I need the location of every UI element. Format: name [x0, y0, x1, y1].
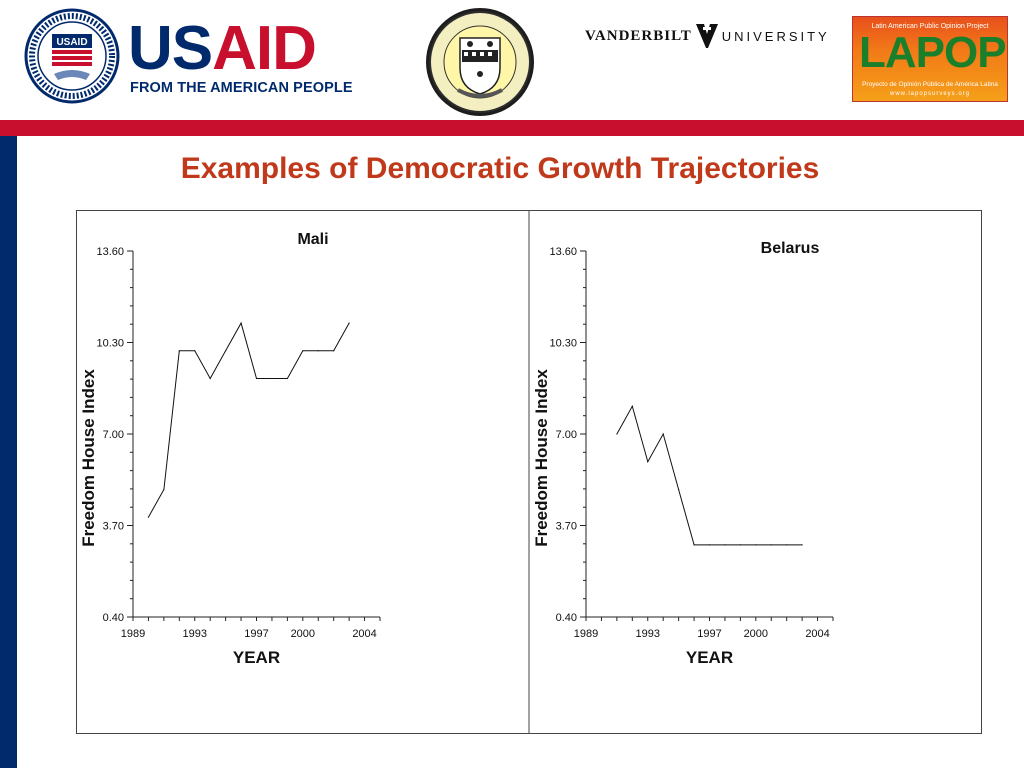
chart-0-data-point [255, 377, 258, 380]
chart-0-x-tick-label: 1993 [183, 628, 207, 640]
chart-0-y-tick-label: 13.60 [96, 246, 124, 258]
chart-1-data-point [770, 544, 772, 546]
chart-0-x-tick-label: 2004 [352, 628, 376, 640]
red-divider-bar [0, 120, 1024, 136]
chart-0-data-point [209, 377, 211, 380]
chart-0-data-point [240, 322, 242, 324]
chart-1-x-tick-label: 1997 [697, 628, 721, 640]
chart-panel-mali: Mali 0.40 3.70 7.00 10.30 13.60 1989 1993 1997 20… [79, 231, 381, 667]
vanderbilt-word-left: VANDERBILT [585, 27, 692, 44]
chart-1-x-tick-label: 1993 [636, 628, 660, 640]
chart-1-y-tick-label: 7.00 [556, 429, 577, 441]
chart-0-y-tick-label: 7.00 [103, 429, 124, 441]
chart-1-y-tick-label: 0.40 [556, 612, 577, 624]
chart-0-data-point [333, 350, 335, 352]
chart-1-data-point [724, 544, 726, 546]
chart-1-data-point [739, 544, 741, 546]
charts-frame: Mali 0.40 3.70 7.00 10.30 13.60 1989 1993 1997 20… [76, 210, 982, 734]
chart-0-data-point [225, 350, 227, 352]
chart-0-data-point [286, 377, 288, 380]
usaid-wordmark: USAID [128, 18, 317, 80]
usaid-word-us: US [128, 14, 213, 83]
chart-1-data-point [693, 544, 695, 546]
usaid-seal-icon: USAID [24, 8, 120, 104]
lapop-logo: Latin American Public Opinion Project LA… [852, 16, 1008, 102]
chart-1-x-axis-label: YEAR [686, 648, 733, 667]
chart-0-x-tick-label: 1989 [121, 628, 145, 640]
chart-0-y-tick-label: 0.40 [103, 612, 124, 624]
chart-0-x-tick-label: 2000 [291, 628, 315, 640]
chart-0-data-point [147, 516, 150, 518]
chart-0-data-point [271, 377, 273, 380]
chart-0-data-point [194, 350, 196, 352]
lapop-url: www.lapopsurveys.org [889, 91, 971, 97]
chart-0-y-axis-label: Freedom House Index [79, 369, 98, 547]
chart-0-data-point [302, 350, 304, 352]
chart-1-data-point [801, 544, 803, 546]
lapop-top-text: Latin American Public Opinion Project [871, 23, 989, 30]
chart-1-data-point [631, 405, 633, 407]
chart-1-y-tick-label: 13.60 [549, 246, 577, 258]
chart-0-data-point [163, 488, 165, 491]
chart-0-data-point [348, 322, 350, 324]
chart-1-data-point [662, 433, 664, 435]
vanderbilt-logo: VANDERBILT UNIVERSITY [585, 24, 830, 48]
chart-1-x-tick-label: 2000 [744, 628, 768, 640]
chart-0-x-axis-label: YEAR [233, 648, 280, 667]
chart-1-data-point [708, 544, 711, 546]
pitt-seal-icon [426, 8, 534, 116]
chart-1-y-tick-label: 10.30 [549, 338, 577, 350]
chart-1-data-point [678, 488, 680, 491]
chart-panel-belarus: Belarus 0.40 3.70 7.00 10.30 13.60 1989 1993 199… [532, 240, 834, 667]
chart-0-data-point [178, 350, 180, 352]
svg-text:USAID: USAID [56, 37, 87, 48]
chart-1-y-axis-label: Freedom House Index [532, 369, 551, 547]
slide-title: Examples of Democratic Growth Trajectori… [180, 152, 820, 185]
chart-1-y-tick-label: 3.70 [556, 521, 577, 533]
usaid-tagline: FROM THE AMERICAN PEOPLE [130, 80, 353, 96]
chart-0-y-tick-label: 3.70 [103, 521, 124, 533]
lapop-subtitle: Proyecto de Opinión Pública de América L… [862, 81, 998, 88]
chart-0-y-tick-label: 10.30 [96, 338, 124, 350]
blue-side-bar [0, 136, 17, 768]
chart-0-title: Mali [297, 231, 328, 248]
chart-1-title: Belarus [761, 240, 820, 257]
chart-1-x-tick-label: 2004 [805, 628, 829, 640]
chart-0-series-line [147, 321, 350, 518]
chart-0-x-tick-label: 1997 [244, 628, 268, 640]
chart-1-data-point [647, 461, 649, 463]
chart-0-data-point [317, 350, 319, 352]
header-banner: USAID USAID FROM THE AMERICAN PEOPLE VAN… [0, 0, 1024, 120]
chart-1-x-tick-label: 1989 [574, 628, 598, 640]
chart-1-data-point [755, 544, 757, 546]
chart-1-data-point [786, 544, 788, 546]
vanderbilt-v-icon [695, 24, 718, 48]
lapop-wordmark: LAPOP [859, 28, 1007, 77]
usaid-word-aid: AID [212, 14, 317, 83]
vanderbilt-word-right: UNIVERSITY [721, 28, 830, 44]
chart-1-data-point [616, 433, 618, 435]
